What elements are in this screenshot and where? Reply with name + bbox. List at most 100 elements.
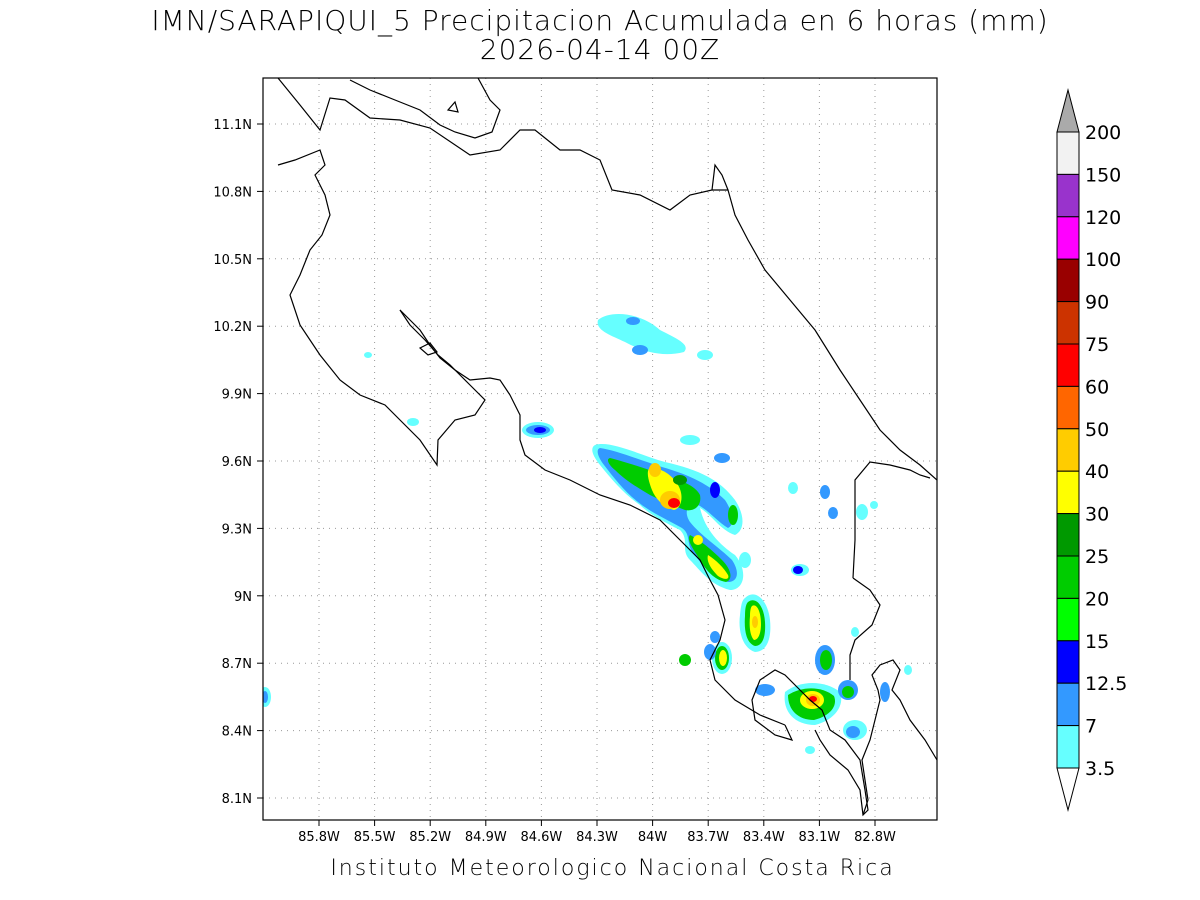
colorbar-label: 75 bbox=[1085, 334, 1109, 356]
colorbar-swatch bbox=[1056, 682, 1080, 727]
precip-cell bbox=[364, 352, 372, 358]
y-tick-label: 9.9N bbox=[222, 388, 252, 403]
coastline bbox=[277, 78, 937, 817]
precip-cell bbox=[842, 686, 854, 698]
colorbar-swatch bbox=[1056, 428, 1080, 472]
precip-cell bbox=[697, 350, 713, 360]
colorbar-label: 120 bbox=[1085, 207, 1121, 229]
colorbar-label: 60 bbox=[1085, 376, 1109, 398]
x-tick-label: 82.8W bbox=[854, 830, 896, 845]
colorbar-swatch bbox=[1056, 470, 1080, 515]
precip-cell bbox=[728, 505, 738, 525]
precip-cell bbox=[707, 555, 729, 579]
x-tick-label: 85.5W bbox=[354, 830, 396, 845]
precip-cell bbox=[755, 684, 775, 696]
colorbar-swatch bbox=[1056, 173, 1080, 218]
colorbar-over-arrow bbox=[1056, 88, 1080, 133]
x-tick-label: 84.9W bbox=[465, 830, 507, 845]
precip-cell bbox=[820, 485, 830, 499]
x-tick-label: 84W bbox=[638, 830, 668, 845]
colorbar-swatch bbox=[1056, 640, 1080, 684]
colorbar-label: 150 bbox=[1085, 164, 1121, 186]
colorbar-label: 50 bbox=[1085, 419, 1109, 441]
colorbar-label: 3.5 bbox=[1085, 758, 1115, 780]
panama-border-north bbox=[849, 461, 931, 680]
precip-cell bbox=[719, 650, 727, 666]
nicaragua-lake-shore bbox=[349, 78, 501, 139]
y-tick-label: 9.3N bbox=[222, 522, 252, 537]
precip-cell bbox=[626, 317, 640, 325]
x-tick-label: 83.7W bbox=[687, 830, 729, 845]
precip-cell bbox=[704, 644, 716, 660]
x-tick-label: 84.6W bbox=[520, 830, 562, 845]
precip-cell bbox=[263, 691, 268, 703]
caribbean-coast bbox=[712, 189, 937, 481]
x-tick-label: 83.4W bbox=[743, 830, 785, 845]
colorbar-label: 30 bbox=[1085, 504, 1109, 526]
map-frame bbox=[262, 77, 938, 821]
y-tick-label: 10.8N bbox=[213, 185, 252, 200]
precip-cell bbox=[407, 418, 419, 426]
y-tick-label: 11.1N bbox=[213, 118, 252, 133]
y-tick-label: 9.6N bbox=[222, 455, 252, 470]
precip-cell bbox=[851, 627, 859, 637]
colorbar-label: 20 bbox=[1085, 588, 1109, 610]
precip-cell bbox=[788, 482, 798, 494]
precipitation-field bbox=[263, 314, 912, 754]
colorbar-swatch bbox=[1056, 555, 1080, 599]
colorbar-under-arrow bbox=[1056, 767, 1080, 812]
colorbar-label: 40 bbox=[1085, 461, 1109, 483]
precip-cell bbox=[752, 616, 758, 628]
y-axis-ticks: 11.1N 10.8N 10.5N 10.2N 9.9N 9.6N 9.3N 9N 8.7N 8.… bbox=[213, 118, 263, 807]
precip-cell bbox=[693, 535, 703, 545]
lake-island-2 bbox=[446, 100, 459, 113]
colorbar-swatch bbox=[1056, 725, 1080, 769]
precip-cell bbox=[710, 631, 720, 643]
y-tick-label: 8.1N bbox=[222, 792, 252, 807]
precip-cell bbox=[710, 482, 720, 498]
colorbar-swatch bbox=[1056, 258, 1080, 303]
precip-cell bbox=[828, 507, 838, 519]
osa-peninsula bbox=[751, 669, 869, 817]
y-tick-label: 10.5N bbox=[213, 253, 252, 268]
x-tick-label: 84.3W bbox=[576, 830, 618, 845]
colorbar-swatch bbox=[1056, 385, 1080, 430]
colorbar-swatch bbox=[1056, 597, 1080, 642]
lake-island bbox=[418, 342, 438, 356]
precip-cell bbox=[679, 654, 691, 666]
precip-cell bbox=[805, 746, 815, 754]
x-axis-ticks: 85.8W 85.5W 85.2W 84.9W 84.6W 84.3W 84W 83.7W 83… bbox=[298, 820, 896, 845]
map-title: IMN/SARAPIQUI_5 Precipitacion Acumulada … bbox=[151, 4, 1049, 37]
colorbar-label: 200 bbox=[1085, 122, 1121, 144]
colorbar-label: 7 bbox=[1085, 716, 1097, 738]
pacific-coast-north bbox=[277, 149, 486, 467]
nicoya-gulf bbox=[399, 309, 786, 726]
precip-cell bbox=[820, 650, 832, 670]
panama-border bbox=[861, 659, 937, 816]
map-datetime: 2026-04-14 00Z bbox=[479, 33, 721, 66]
precip-cell bbox=[870, 501, 878, 509]
colorbar-swatch bbox=[1056, 343, 1080, 387]
colorbar-swatch bbox=[1056, 216, 1080, 260]
colorbar-swatch bbox=[1056, 513, 1080, 557]
precip-cell bbox=[649, 463, 661, 477]
y-tick-label: 9N bbox=[234, 590, 252, 605]
colorbar-label: 12.5 bbox=[1085, 673, 1127, 695]
x-tick-label: 85.2W bbox=[409, 830, 451, 845]
precip-cell bbox=[904, 665, 912, 675]
precip-cell bbox=[856, 504, 868, 520]
precip-cell bbox=[668, 498, 680, 508]
x-tick-label: 83.1W bbox=[798, 830, 840, 845]
precip-cell bbox=[846, 726, 860, 738]
colorbar-label: 90 bbox=[1085, 292, 1109, 314]
precip-cell bbox=[632, 345, 648, 355]
precip-cell bbox=[673, 475, 687, 485]
colorbar-label: 100 bbox=[1085, 249, 1121, 271]
colorbar-label: 15 bbox=[1085, 631, 1109, 653]
nicaragua-border bbox=[277, 78, 729, 211]
precip-cell bbox=[680, 435, 700, 445]
colorbar: 3.5 7 12.5 15 20 25 30 40 50 60 75 90 100 120 150 200 bbox=[1056, 88, 1127, 812]
colorbar-label: 25 bbox=[1085, 546, 1109, 568]
precip-cell bbox=[809, 696, 817, 702]
